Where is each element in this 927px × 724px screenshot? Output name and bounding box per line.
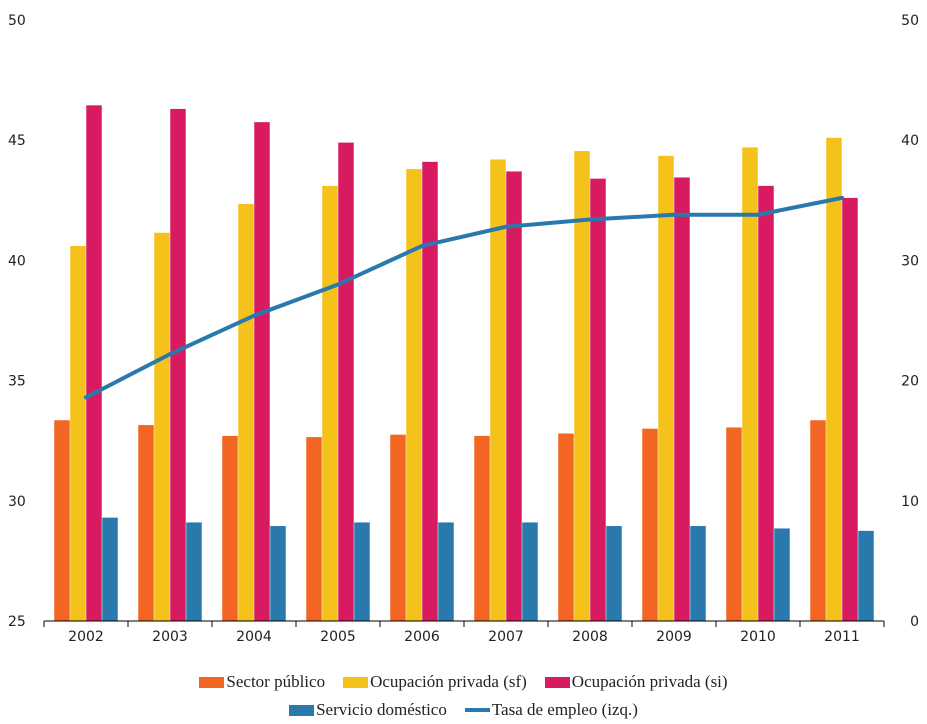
bar — [658, 155, 674, 622]
bar — [422, 161, 438, 621]
bar — [726, 427, 742, 621]
bar — [186, 522, 202, 621]
legend-item-servicio-domestico: Servicio doméstico — [289, 700, 447, 720]
x-tick-label: 2006 — [404, 629, 440, 645]
line-point — [252, 313, 256, 318]
bar — [758, 185, 774, 621]
legend-swatch-ocupacion-privada-sf — [343, 676, 369, 688]
line-point — [588, 217, 592, 222]
left-tick-label: 45 — [8, 133, 26, 149]
legend-item-tasa-de-empleo: Tasa de empleo (izq.) — [464, 700, 638, 720]
line-point — [840, 195, 844, 200]
legend-swatch-servicio-domestico — [289, 704, 315, 716]
x-axis: 2002 2003 2004 2005 2006 2007 2008 2009 2010 2011 — [43, 621, 885, 645]
bar — [154, 232, 170, 621]
left-tick-label: 50 — [8, 13, 26, 29]
right-tick-label: 0 — [910, 614, 919, 630]
bar — [354, 522, 370, 621]
bar — [70, 245, 86, 621]
legend-swatch-ocupacion-privada-si — [544, 676, 570, 688]
legend: Sector público Ocupación privada (sf) Oc… — [0, 668, 927, 724]
legend-label-ocupacion-privada-sf: Ocupación privada (sf) — [370, 672, 527, 691]
legend-item-sector-publico: Sector público — [199, 672, 325, 692]
legend-label-servicio-domestico: Servicio doméstico — [316, 700, 447, 719]
left-tick-label: 40 — [8, 253, 26, 269]
right-tick-label: 30 — [901, 253, 919, 269]
bar — [774, 528, 790, 621]
line-tasa-de-empleo — [84, 195, 844, 400]
line-point — [420, 243, 424, 248]
x-tick-label: 2003 — [152, 629, 188, 645]
line-point — [84, 395, 88, 400]
x-tick-label: 2005 — [320, 629, 356, 645]
x-tick-label: 2011 — [824, 629, 860, 645]
bar — [270, 526, 286, 621]
line-series — [84, 195, 844, 400]
right-tick-label: 50 — [901, 13, 919, 29]
bar — [690, 526, 706, 621]
legend-row-1: Sector público Ocupación privada (sf) Oc… — [0, 668, 927, 696]
bar-series — [54, 105, 874, 622]
bar — [170, 108, 186, 621]
bar — [254, 122, 270, 622]
right-tick-label: 10 — [901, 494, 919, 510]
bar — [306, 437, 322, 621]
line-point — [672, 212, 676, 217]
right-tick-label: 20 — [901, 374, 919, 390]
bar — [406, 169, 422, 621]
bar — [222, 435, 238, 621]
left-tick-label: 25 — [8, 614, 26, 630]
bar — [842, 197, 858, 621]
bar — [86, 105, 102, 622]
x-tick-label: 2002 — [68, 629, 104, 645]
line-point — [336, 282, 340, 287]
bar — [558, 433, 574, 621]
legend-label-tasa-de-empleo: Tasa de empleo (izq.) — [491, 700, 638, 719]
bar — [522, 522, 538, 621]
legend-swatch-sector-publico — [199, 676, 225, 688]
bar — [826, 137, 842, 621]
bar — [438, 522, 454, 621]
x-tick-label: 2010 — [740, 629, 776, 645]
x-tick-label: 2007 — [488, 629, 524, 645]
bar — [642, 428, 658, 621]
bar — [742, 147, 758, 622]
legend-row-2: Servicio doméstico Tasa de empleo (izq.) — [0, 696, 927, 724]
right-tick-label: 40 — [901, 133, 919, 149]
legend-label-sector-publico: Sector público — [226, 672, 326, 691]
x-tick-label: 2009 — [656, 629, 692, 645]
bar — [102, 517, 118, 621]
bar — [338, 142, 354, 621]
bar — [138, 425, 154, 621]
left-tick-label: 30 — [8, 494, 26, 510]
left-tick-label: 35 — [8, 374, 26, 390]
left-axis: 25 30 35 40 45 50 — [8, 13, 26, 630]
x-tick-label: 2004 — [236, 629, 272, 645]
bar — [54, 420, 70, 621]
legend-item-ocupacion-privada-si: Ocupación privada (si) — [544, 672, 728, 692]
bar — [506, 171, 522, 621]
legend-swatch-tasa-de-empleo — [464, 708, 490, 712]
legend-item-ocupacion-privada-sf: Ocupación privada (sf) — [343, 672, 527, 692]
right-axis: 0 10 20 30 40 50 — [901, 13, 919, 630]
bar — [322, 185, 338, 621]
bar — [474, 435, 490, 621]
bar — [606, 526, 622, 621]
bar — [590, 178, 606, 621]
bar — [390, 434, 406, 621]
bar — [858, 530, 874, 621]
bar — [490, 159, 506, 621]
bar — [674, 177, 690, 621]
bar — [810, 420, 826, 621]
legend-label-ocupacion-privada-si: Ocupación privada (si) — [571, 672, 728, 691]
line-point — [756, 212, 760, 217]
bar — [238, 203, 254, 621]
bar — [574, 151, 590, 621]
x-tick-label: 2008 — [572, 629, 608, 645]
line-point — [168, 352, 172, 357]
line-point — [504, 224, 508, 229]
